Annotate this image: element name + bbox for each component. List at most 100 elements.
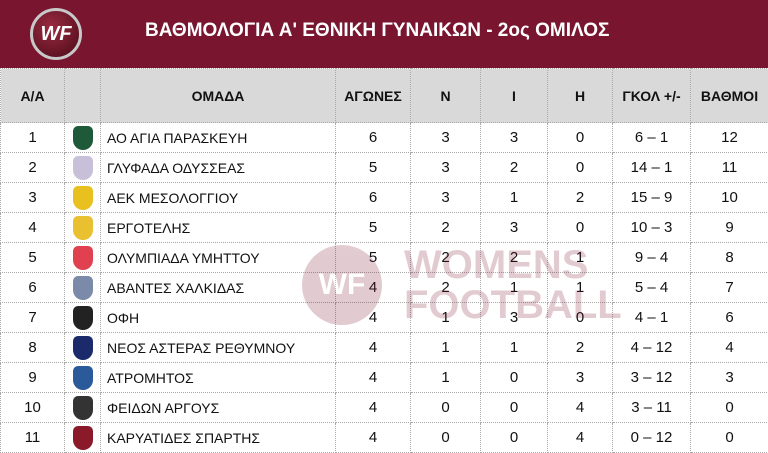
cell-pts: 3 — [690, 362, 768, 393]
cell-l: 2 — [547, 182, 613, 213]
cell-w: 2 — [410, 212, 481, 243]
cell-l: 3 — [547, 362, 613, 393]
cell-goals: 6 – 1 — [612, 122, 691, 153]
cell-pts: 6 — [690, 302, 768, 333]
cell-pts: 8 — [690, 242, 768, 273]
cell-pos: 3 — [0, 182, 65, 213]
cell-pos: 2 — [0, 152, 65, 183]
cell-w: 1 — [410, 332, 481, 363]
cell-team: ΑΒΑΝΤΕΣ ΧΑΛΚΙΔΑΣ — [100, 272, 336, 303]
team-crest-cell — [64, 302, 101, 333]
cell-w: 2 — [410, 242, 481, 273]
cell-goals: 4 – 1 — [612, 302, 691, 333]
column-header: ΑΓΩΝΕΣ — [335, 68, 411, 123]
cell-played: 5 — [335, 242, 411, 273]
cell-pts: 9 — [690, 212, 768, 243]
team-crest-icon — [72, 425, 93, 450]
column-header: Α/Α — [0, 68, 65, 123]
cell-goals: 3 – 12 — [612, 362, 691, 393]
cell-goals: 4 – 12 — [612, 332, 691, 363]
cell-d: 3 — [480, 122, 548, 153]
team-crest-cell — [64, 422, 101, 453]
cell-pts: 11 — [690, 152, 768, 183]
cell-played: 4 — [335, 392, 411, 423]
cell-pos: 10 — [0, 392, 65, 423]
title-bar: WF ΒΑΘΜΟΛΟΓΙΑ Α' ΕΘΝΙΚΗ ΓΥΝΑΙΚΩΝ - 2ος Ο… — [0, 0, 768, 68]
column-header: Ι — [480, 68, 548, 123]
cell-l: 0 — [547, 122, 613, 153]
team-crest-icon — [72, 305, 93, 330]
cell-pts: 0 — [690, 422, 768, 453]
cell-played: 5 — [335, 212, 411, 243]
team-crest-cell — [64, 362, 101, 393]
table-row: 3 ΑΕΚ ΜΕΣΟΛΟΓΓΙΟΥ 6 3 1 2 15 – 9 10 — [0, 182, 768, 213]
team-crest-icon — [72, 155, 93, 180]
cell-w: 1 — [410, 362, 481, 393]
cell-goals: 0 – 12 — [612, 422, 691, 453]
cell-team: ΓΛΥΦΑΔΑ ΟΔΥΣΣΕΑΣ — [100, 152, 336, 183]
cell-w: 0 — [410, 422, 481, 453]
column-header: Ν — [410, 68, 481, 123]
cell-pos: 6 — [0, 272, 65, 303]
team-crest-cell — [64, 182, 101, 213]
cell-played: 4 — [335, 422, 411, 453]
team-crest-cell — [64, 332, 101, 363]
cell-d: 3 — [480, 212, 548, 243]
cell-w: 3 — [410, 122, 481, 153]
table-header: Α/Α ΟΜΑΔΑ ΑΓΩΝΕΣ Ν Ι Η ΓΚΟΛ +/- ΒΑΘΜΟΙ — [0, 68, 768, 123]
cell-l: 0 — [547, 302, 613, 333]
cell-played: 4 — [335, 362, 411, 393]
cell-w: 1 — [410, 302, 481, 333]
cell-played: 5 — [335, 152, 411, 183]
cell-team: ΚΑΡΥΑΤΙΔΕΣ ΣΠΑΡΤΗΣ — [100, 422, 336, 453]
cell-goals: 3 – 11 — [612, 392, 691, 423]
cell-team: ΝΕΟΣ ΑΣΤΕΡΑΣ ΡΕΘΥΜΝΟΥ — [100, 332, 336, 363]
team-crest-cell — [64, 122, 101, 153]
cell-pos: 1 — [0, 122, 65, 153]
column-header: Η — [547, 68, 613, 123]
cell-played: 4 — [335, 332, 411, 363]
cell-team: ΕΡΓΟΤΕΛΗΣ — [100, 212, 336, 243]
table-row: 11 ΚΑΡΥΑΤΙΔΕΣ ΣΠΑΡΤΗΣ 4 0 0 4 0 – 12 0 — [0, 422, 768, 453]
team-crest-cell — [64, 392, 101, 423]
column-header: ΓΚΟΛ +/- — [612, 68, 691, 123]
cell-goals: 9 – 4 — [612, 242, 691, 273]
table-row: 10 ΦΕΙΔΩΝ ΑΡΓΟΥΣ 4 0 0 4 3 – 11 0 — [0, 392, 768, 423]
cell-goals: 10 – 3 — [612, 212, 691, 243]
cell-pts: 12 — [690, 122, 768, 153]
cell-pos: 7 — [0, 302, 65, 333]
cell-goals: 14 – 1 — [612, 152, 691, 183]
cell-l: 4 — [547, 392, 613, 423]
cell-w: 0 — [410, 392, 481, 423]
cell-w: 2 — [410, 272, 481, 303]
cell-pos: 4 — [0, 212, 65, 243]
team-crest-cell — [64, 152, 101, 183]
table-row: 2 ΓΛΥΦΑΔΑ ΟΔΥΣΣΕΑΣ 5 3 2 0 14 – 1 11 — [0, 152, 768, 183]
cell-goals: 5 – 4 — [612, 272, 691, 303]
cell-d: 0 — [480, 392, 548, 423]
cell-team: ΦΕΙΔΩΝ ΑΡΓΟΥΣ — [100, 392, 336, 423]
cell-played: 4 — [335, 272, 411, 303]
team-crest-icon — [72, 185, 93, 210]
column-header: ΒΑΘΜΟΙ — [690, 68, 768, 123]
table-row: 1 ΑΟ ΑΓΙΑ ΠΑΡΑΣΚΕΥΗ 6 3 3 0 6 – 1 12 — [0, 122, 768, 153]
team-crest-icon — [72, 395, 93, 420]
cell-d: 0 — [480, 422, 548, 453]
cell-played: 6 — [335, 122, 411, 153]
cell-d: 1 — [480, 182, 548, 213]
cell-played: 4 — [335, 302, 411, 333]
team-crest-icon — [72, 335, 93, 360]
cell-team: ΟΦΗ — [100, 302, 336, 333]
team-crest-cell — [64, 212, 101, 243]
cell-played: 6 — [335, 182, 411, 213]
cell-d: 3 — [480, 302, 548, 333]
wf-logo: WF — [30, 8, 82, 60]
cell-team: ΑΕΚ ΜΕΣΟΛΟΓΓΙΟΥ — [100, 182, 336, 213]
team-crest-cell — [64, 272, 101, 303]
team-crest-icon — [72, 275, 93, 300]
standings-table: Α/Α ΟΜΑΔΑ ΑΓΩΝΕΣ Ν Ι Η ΓΚΟΛ +/- ΒΑΘΜΟΙ 1 ΑΟ ΑΓΙΑ… — [0, 68, 768, 453]
